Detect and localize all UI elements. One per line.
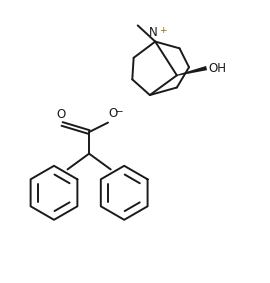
Text: O: O [56, 108, 65, 121]
Polygon shape [177, 66, 207, 76]
Text: N: N [149, 26, 157, 39]
Text: O: O [109, 107, 118, 120]
Text: +: + [159, 26, 167, 35]
Text: −: − [115, 107, 124, 117]
Text: OH: OH [209, 62, 227, 74]
